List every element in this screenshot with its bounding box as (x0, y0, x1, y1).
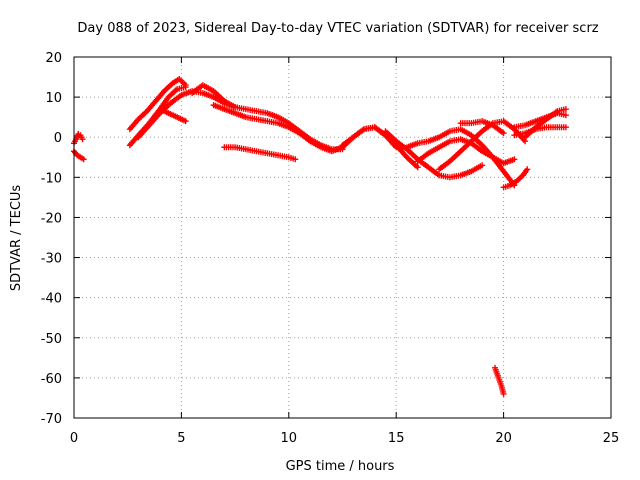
series-arc-early-2 (71, 148, 87, 163)
data-point (562, 124, 569, 131)
series-arc-r (492, 364, 507, 397)
series-arc-n (500, 166, 531, 191)
data-points (71, 76, 569, 397)
y-tick-label: -50 (41, 332, 62, 347)
series-arc-e (189, 82, 346, 153)
x-tick-label: 20 (495, 431, 512, 446)
data-point (511, 156, 518, 163)
series-arc-i (382, 128, 486, 181)
data-point (414, 164, 421, 171)
y-tick-label: -60 (41, 372, 62, 387)
y-tick-label: -70 (41, 412, 62, 427)
x-tick-label: 15 (388, 431, 405, 446)
x-axis-label: GPS time / hours (286, 459, 395, 474)
data-point (500, 130, 507, 137)
axes (73, 56, 612, 419)
data-point (500, 390, 507, 397)
series-arc-k (414, 136, 518, 167)
y-tick-label: -30 (41, 252, 62, 267)
series-arc-o (511, 124, 569, 139)
plot-frame (73, 56, 612, 419)
data-point (182, 118, 189, 125)
series-arc-c (135, 88, 239, 141)
y-tick-label: 10 (45, 91, 62, 106)
x-tick-label: 0 (70, 431, 78, 446)
y-tick-label: -20 (41, 211, 62, 226)
series-arc-d (156, 106, 189, 125)
y-tick-label: -40 (41, 292, 62, 307)
data-point (479, 162, 486, 169)
y-tick-label: 20 (45, 51, 62, 66)
chart-title: Day 088 of 2023, Sidereal Day-to-day VTE… (77, 21, 598, 36)
series-arc-m (457, 118, 507, 137)
data-point (562, 112, 569, 119)
data-point (80, 156, 87, 163)
y-tick-label: -10 (41, 171, 62, 186)
series-arc-early (71, 131, 86, 147)
grid (74, 57, 611, 418)
data-point (524, 166, 531, 173)
series-arc-q (522, 106, 569, 141)
x-tick-label: 10 (281, 431, 298, 446)
series-arc-a (126, 76, 189, 133)
data-point (562, 106, 569, 113)
data-point (79, 136, 86, 143)
tick-labels: 0 5 10 15 20 25 -70 -60 -50 -40 -30 -20 -10 0 10 20 (41, 51, 620, 446)
x-tick-label: 25 (603, 431, 620, 446)
series-arc-g (221, 144, 299, 163)
y-axis-label: SDTVAR / TECUs (9, 185, 24, 292)
data-point (292, 156, 299, 163)
data-point (182, 84, 189, 91)
x-tick-label: 5 (177, 431, 185, 446)
y-tick-label: 0 (54, 131, 62, 146)
